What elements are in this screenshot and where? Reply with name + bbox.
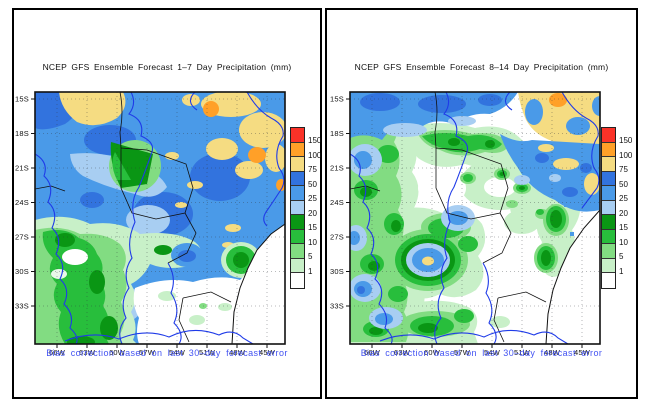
lon-label: 63W: [394, 348, 411, 357]
bias-correction-note: Bias correction based on last 30–day for…: [46, 348, 288, 358]
map-title: NCEP GFS Ensemble Forecast 1–7 Day Preci…: [42, 62, 292, 72]
legend-label: 20: [308, 209, 317, 218]
lon-label: 48W: [229, 348, 246, 357]
legend-label: 100: [308, 151, 322, 160]
lat-label: 33S: [15, 302, 29, 311]
lat-label: 30S: [15, 267, 29, 276]
lon-label: 57W: [139, 348, 156, 357]
legend-label: 10: [619, 238, 628, 247]
latitude-axis: 15S 18S 21S 24S 27S 30S 33S: [330, 95, 344, 311]
lat-label: 18S: [15, 129, 29, 138]
legend-swatch: [602, 128, 615, 143]
axis-ticks: [346, 98, 583, 348]
legend-swatch: [602, 215, 615, 230]
lat-label: 27S: [330, 233, 344, 242]
lat-label: 21S: [330, 164, 344, 173]
lat-label: 21S: [15, 164, 29, 173]
axis-ticks: [31, 98, 268, 348]
legend-swatch: [291, 229, 304, 244]
legend-label: 15: [308, 223, 317, 232]
legend-label: 1: [308, 267, 313, 276]
legend-swatch: [291, 215, 304, 230]
legend-label: 5: [619, 252, 624, 261]
legend-swatch: [291, 142, 304, 157]
legend-swatch: [602, 157, 615, 172]
legend-label: 1: [619, 267, 624, 276]
panel-forecast-8-14-day: NCEP GFS Ensemble Forecast 8–14 Day Prec…: [325, 8, 638, 399]
lat-label: 15S: [15, 95, 29, 104]
legend-label: 25: [619, 194, 628, 203]
legend-label: 150: [308, 136, 322, 145]
panel-forecast-1-7-day: NCEP GFS Ensemble Forecast 1–7 Day Preci…: [12, 8, 322, 399]
lat-label: 15S: [330, 95, 344, 104]
lon-label: 45W: [259, 348, 276, 357]
precipitation-map-1-7-day: 15S 18S 21S 24S 27S 30S 33S 66W 63W 60W …: [15, 91, 286, 357]
legend-label: 50: [308, 180, 317, 189]
legend-color-bar: [601, 127, 616, 289]
lon-label: 54W: [169, 348, 186, 357]
legend-label: 75: [308, 165, 317, 174]
lon-label: 60W: [109, 348, 126, 357]
legend-label: 100: [619, 151, 633, 160]
legend-label: 5: [308, 252, 313, 261]
legend-label: 15: [619, 223, 628, 232]
lon-label: 66W: [364, 348, 381, 357]
legend-label: 25: [308, 194, 317, 203]
legend-swatch: [291, 200, 304, 215]
lon-label: 45W: [574, 348, 591, 357]
legend-swatch: [602, 186, 615, 201]
legend-swatch: [291, 244, 304, 259]
map-title: NCEP GFS Ensemble Forecast 8–14 Day Prec…: [354, 62, 609, 72]
lat-label: 24S: [330, 198, 344, 207]
longitude-axis: 66W 63W 60W 57W 54W 51W 48W 45W: [364, 348, 591, 357]
legend-swatch: [291, 186, 304, 201]
lat-label: 27S: [15, 233, 29, 242]
legend-swatch: [602, 200, 615, 215]
legend-swatch: [602, 244, 615, 259]
legend-swatch: [602, 142, 615, 157]
lon-label: 51W: [514, 348, 531, 357]
lat-label: 24S: [15, 198, 29, 207]
legend-swatch: [291, 171, 304, 186]
legend-label: 150: [619, 136, 633, 145]
legend-swatch: [291, 258, 304, 273]
lon-label: 54W: [484, 348, 501, 357]
latitude-axis: 15S 18S 21S 24S 27S 30S 33S: [15, 95, 29, 311]
lat-label: 33S: [330, 302, 344, 311]
legend-swatch: [291, 157, 304, 172]
precip-color-legend: 150 100 75 50 25 20 15 10 5 1: [601, 127, 647, 289]
legend-swatch: [291, 128, 304, 143]
legend-label: 75: [619, 165, 628, 174]
lat-label: 18S: [330, 129, 344, 138]
lon-label: 51W: [199, 348, 216, 357]
legend-label: 10: [308, 238, 317, 247]
legend-color-bar: [290, 127, 305, 289]
lon-label: 63W: [79, 348, 96, 357]
longitude-axis: 66W 63W 60W 57W 54W 51W 48W 45W: [49, 348, 276, 357]
lon-label: 60W: [424, 348, 441, 357]
lon-label: 48W: [544, 348, 561, 357]
lon-label: 57W: [454, 348, 471, 357]
legend-swatch: [602, 171, 615, 186]
legend-swatch: [602, 229, 615, 244]
legend-label: 20: [619, 209, 628, 218]
lon-label: 66W: [49, 348, 66, 357]
precip-color-legend: 150 100 75 50 25 20 15 10 5 1: [290, 127, 336, 289]
legend-swatch: [291, 273, 304, 288]
legend-swatch: [602, 273, 615, 288]
legend-swatch: [602, 258, 615, 273]
legend-label: 50: [619, 180, 628, 189]
lat-label: 30S: [330, 267, 344, 276]
bias-correction-note: Bias correction based on last 30–day for…: [360, 348, 603, 358]
precipitation-map-8-14-day: 15S 18S 21S 24S 27S 30S 33S 66W 63W 60W …: [330, 91, 601, 357]
